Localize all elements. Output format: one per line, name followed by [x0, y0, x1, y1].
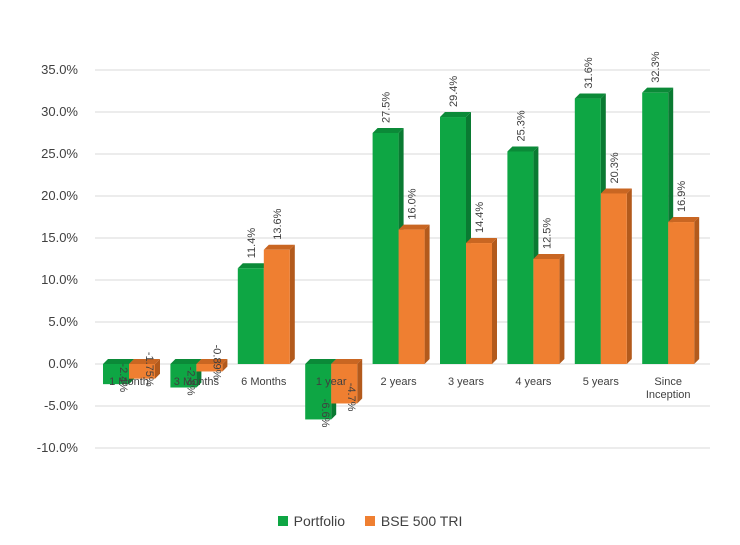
y-tick-label: 15.0% — [41, 230, 78, 245]
bar-top — [398, 224, 430, 230]
bar-top — [237, 263, 269, 269]
data-label: 13.6% — [272, 208, 284, 239]
y-tick-label: 5.0% — [48, 314, 78, 329]
bar-side — [289, 244, 295, 364]
bar — [668, 222, 695, 364]
bar-top — [668, 217, 700, 223]
y-tick-label: -5.0% — [44, 398, 78, 413]
legend: Portfolio BSE 500 TRI — [0, 513, 740, 529]
bar — [237, 268, 264, 364]
y-tick-label: 10.0% — [41, 272, 78, 287]
bar-side — [357, 359, 363, 404]
data-labels: -2.4% -1.75% -2.8% -0.89% 11.4% 13.6% -6.6% -4.… — [117, 51, 688, 427]
data-label: 14.4% — [474, 202, 486, 233]
bar — [533, 259, 560, 364]
data-label: 32.3% — [650, 51, 662, 82]
bar — [170, 364, 197, 388]
data-label: -0.89% — [210, 345, 222, 380]
bar — [196, 364, 223, 372]
bars — [103, 87, 700, 420]
bar-top — [440, 112, 471, 118]
y-tick-label: 20.0% — [41, 188, 78, 203]
legend-swatch-bse500 — [364, 516, 375, 526]
bar-side — [626, 188, 632, 364]
legend-label-bse500: BSE 500 TRI — [380, 513, 463, 529]
bar-top — [466, 238, 497, 244]
data-label: 27.5% — [381, 92, 393, 123]
bar-top — [600, 188, 632, 194]
bar-top — [533, 254, 565, 259]
bar-top — [331, 359, 363, 364]
data-label: 12.5% — [541, 218, 553, 249]
data-label: 16.0% — [407, 188, 419, 219]
bar — [331, 364, 358, 404]
bar-side — [559, 254, 565, 364]
bar — [129, 364, 155, 379]
data-label: 11.4% — [246, 228, 258, 259]
bar-top — [196, 359, 228, 364]
bar-top — [372, 128, 404, 133]
bar-side — [222, 359, 228, 372]
data-label: -4.7% — [345, 383, 357, 412]
bar-top — [263, 244, 295, 250]
bar-side — [492, 238, 497, 364]
bar — [466, 243, 492, 364]
bar-top — [642, 87, 674, 93]
legend-label-portfolio: Portfolio — [293, 513, 345, 529]
bar — [263, 249, 290, 364]
data-label: 20.3% — [609, 152, 621, 183]
data-label: 25.3% — [515, 110, 527, 141]
bar-top — [305, 359, 337, 364]
data-label: -6.6% — [319, 399, 331, 428]
data-label: -1.75% — [143, 352, 155, 387]
legend-swatch-portfolio — [277, 516, 288, 526]
bar — [305, 364, 332, 420]
bar — [398, 229, 425, 364]
x-tick-label: 4 years — [515, 376, 552, 388]
y-axis: 35.0% 30.0% 25.0% 20.0% 15.0% 10.0% 5.0% 0.0% -5… — [37, 62, 79, 455]
legend-item-portfolio: Portfolio — [277, 513, 345, 529]
bar-top — [170, 359, 202, 364]
x-tick-label: 1 year — [316, 376, 347, 388]
bar — [507, 151, 534, 364]
x-tick-label: 5 years — [583, 376, 620, 388]
bar — [574, 98, 601, 364]
y-tick-label: -10.0% — [37, 440, 79, 455]
bar-top — [103, 359, 134, 364]
y-tick-label: 25.0% — [41, 146, 78, 161]
bar-top — [129, 359, 160, 364]
x-tick-label: Inception — [646, 389, 691, 401]
bar-top — [507, 146, 539, 152]
x-tick-label: 6 Months — [241, 376, 287, 388]
x-tick-label: 2 years — [381, 376, 418, 388]
data-label: 31.6% — [583, 57, 595, 88]
data-label: 29.4% — [448, 76, 460, 107]
data-label: 16.9% — [676, 181, 688, 212]
bar — [103, 364, 129, 385]
data-label: -2.4% — [117, 363, 129, 392]
bar-side — [424, 224, 430, 364]
bar — [440, 117, 466, 364]
bar — [372, 133, 399, 364]
x-tick-label: Since — [654, 376, 682, 388]
bar — [642, 92, 669, 365]
x-tick-label: 1 Month — [109, 376, 149, 388]
y-tick-label: 35.0% — [41, 62, 78, 77]
bar-top — [574, 93, 606, 99]
data-label: -2.8% — [184, 367, 196, 396]
x-axis: 1 Month 3 Months 6 Months 1 year 2 years 3 ye… — [109, 376, 690, 401]
y-tick-label: 30.0% — [41, 104, 78, 119]
x-tick-label: 3 Months — [174, 376, 220, 388]
bar — [600, 193, 627, 364]
y-tick-label: 0.0% — [48, 356, 78, 371]
bar-side — [155, 359, 160, 379]
x-tick-label: 3 years — [448, 376, 485, 388]
bar-side — [694, 217, 700, 364]
legend-item-bse500: BSE 500 TRI — [364, 513, 463, 529]
